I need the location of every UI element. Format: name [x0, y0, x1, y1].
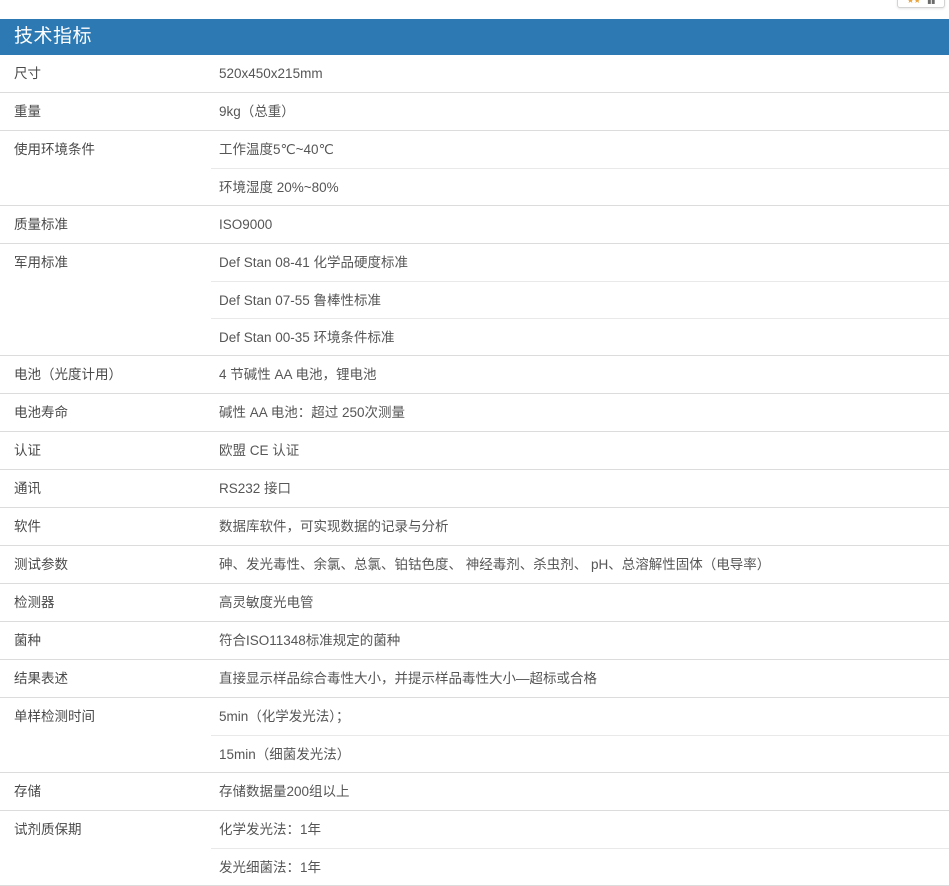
spec-label: 通讯	[14, 481, 41, 496]
table-row: 电池寿命 碱性 AA 电池：超过 250次测量	[0, 393, 949, 431]
spec-value-group: RS232 接口	[211, 470, 949, 507]
table-row: 认证 欧盟 CE 认证	[0, 431, 949, 469]
spec-label: 质量标准	[14, 217, 68, 232]
table-row: 通讯 RS232 接口	[0, 469, 949, 507]
spec-label: 尺寸	[14, 66, 41, 81]
spec-value-group: 欧盟 CE 认证	[211, 432, 949, 469]
spec-value-group: 存储数据量200组以上	[211, 773, 949, 810]
spec-value-group: 直接显示样品综合毒性大小，并提示样品毒性大小—超标或合格	[211, 660, 949, 697]
spec-value: Def Stan 00-35 环境条件标准	[211, 318, 949, 355]
bars-icon: ▮▮	[927, 0, 936, 5]
spec-value-group: 化学发光法：1年发光细菌法：1年	[211, 811, 949, 885]
table-row: 军用标准 Def Stan 08-41 化学品硬度标准 Def Stan 07-55…	[0, 243, 949, 355]
spec-value-group: Def Stan 08-41 化学品硬度标准 Def Stan 07-55 鲁棒性…	[211, 244, 949, 355]
spec-value: 高灵敏度光电管	[219, 595, 314, 610]
spec-label: 使用环境条件	[14, 142, 95, 157]
section-header: 技术指标	[0, 19, 949, 55]
spec-value: 化学发光法：1年	[219, 822, 322, 837]
spec-value: 数据库软件，可实现数据的记录与分析	[219, 519, 449, 534]
table-row: 单样检测时间 5min（化学发光法）； 15min（细菌发光法）	[0, 697, 949, 772]
spec-label: 检测器	[14, 595, 55, 610]
spec-value: Def Stan 08-41 化学品硬度标准	[219, 255, 409, 270]
spec-value: 环境湿度 20%~80%	[211, 168, 949, 205]
spec-label: 软件	[14, 519, 41, 534]
spec-value-group: 4 节碱性 AA 电池，锂电池	[211, 356, 949, 393]
table-row: 尺寸 520x450x215mm	[0, 55, 949, 92]
spec-label: 电池寿命	[14, 405, 68, 420]
spec-value: 4 节碱性 AA 电池，锂电池	[219, 367, 377, 382]
spec-value: 15min（细菌发光法）	[211, 735, 949, 772]
spec-value: 存储数据量200组以上	[219, 784, 350, 799]
spec-value-group: 工作温度5℃~40℃ 环境湿度 20%~80%	[211, 131, 949, 205]
spec-value-group: 高灵敏度光电管	[211, 584, 949, 621]
table-row: 重量 9kg（总重）	[0, 92, 949, 130]
spec-value-group: 5min（化学发光法）； 15min（细菌发光法）	[211, 698, 949, 772]
table-row: 存储 存储数据量200组以上	[0, 772, 949, 810]
floating-corner-widget[interactable]: ★★ ▮▮	[897, 0, 945, 8]
table-row: 试剂质保期 化学发光法：1年发光细菌法：1年	[0, 810, 949, 886]
spec-label: 试剂质保期	[14, 822, 82, 837]
spec-value: 发光细菌法：1年	[211, 848, 949, 885]
spec-value-group: 数据库软件，可实现数据的记录与分析	[211, 508, 949, 545]
spec-value: RS232 接口	[219, 481, 292, 496]
spec-value-group: 9kg（总重）	[211, 93, 949, 130]
spec-label: 存储	[14, 784, 41, 799]
spec-value: 砷、发光毒性、余氯、总氯、铂钴色度、 神经毒剂、杀虫剂、 pH、总溶解性固体（电…	[219, 557, 771, 572]
spec-value: 5min（化学发光法）；	[219, 709, 350, 724]
spec-value: 9kg（总重）	[219, 104, 295, 119]
spec-label: 认证	[14, 443, 41, 458]
spec-label: 单样检测时间	[14, 709, 95, 724]
spec-value-group: 520x450x215mm	[211, 55, 949, 92]
star-icon: ★★	[906, 0, 921, 5]
spec-value: 欧盟 CE 认证	[219, 443, 300, 458]
table-row: 电池（光度计用） 4 节碱性 AA 电池，锂电池	[0, 355, 949, 393]
spec-value-group: 碱性 AA 电池：超过 250次测量	[211, 394, 949, 431]
page-title: 技术指标	[14, 26, 93, 47]
spec-label: 重量	[14, 104, 41, 119]
spec-value-group: ISO9000	[211, 206, 949, 243]
table-row: 软件 数据库软件，可实现数据的记录与分析	[0, 507, 949, 545]
table-row: 测试参数 砷、发光毒性、余氯、总氯、铂钴色度、 神经毒剂、杀虫剂、 pH、总溶解性…	[0, 545, 949, 583]
spec-value: 工作温度5℃~40℃	[219, 142, 334, 157]
table-row: 质量标准 ISO9000	[0, 205, 949, 243]
spec-label: 测试参数	[14, 557, 68, 572]
table-row: 使用环境条件 工作温度5℃~40℃ 环境湿度 20%~80%	[0, 130, 949, 205]
spec-value: ISO9000	[219, 217, 273, 232]
spec-label: 军用标准	[14, 255, 68, 270]
spec-label: 结果表述	[14, 671, 68, 686]
specifications-table: 尺寸 520x450x215mm 重量 9kg（总重） 使用环境条件 工作温度5℃~40℃…	[0, 55, 949, 886]
spec-value: 符合ISO11348标准规定的菌种	[219, 633, 401, 648]
spec-label: 电池（光度计用）	[14, 367, 122, 382]
spec-value: 直接显示样品综合毒性大小，并提示样品毒性大小—超标或合格	[219, 671, 597, 686]
spec-value-group: 符合ISO11348标准规定的菌种	[211, 622, 949, 659]
table-row: 菌种 符合ISO11348标准规定的菌种	[0, 621, 949, 659]
spec-value: 碱性 AA 电池：超过 250次测量	[219, 405, 406, 420]
spec-label: 菌种	[14, 633, 41, 648]
spec-value-group: 砷、发光毒性、余氯、总氯、铂钴色度、 神经毒剂、杀虫剂、 pH、总溶解性固体（电…	[211, 546, 949, 583]
table-row: 结果表述 直接显示样品综合毒性大小，并提示样品毒性大小—超标或合格	[0, 659, 949, 697]
spec-value: 520x450x215mm	[219, 66, 323, 81]
table-row: 检测器 高灵敏度光电管	[0, 583, 949, 621]
spec-value: Def Stan 07-55 鲁棒性标准	[211, 281, 949, 318]
